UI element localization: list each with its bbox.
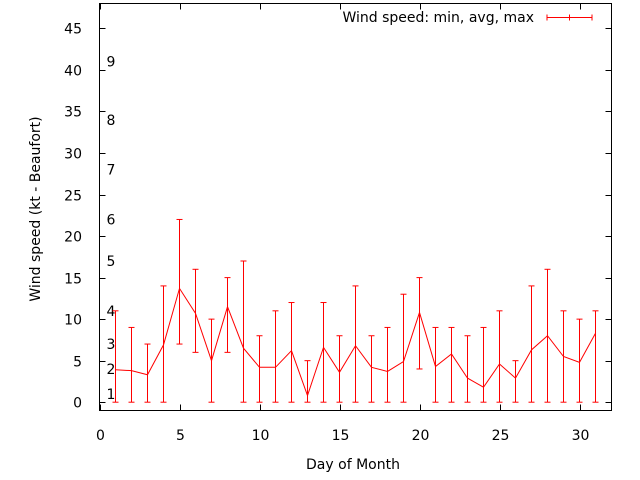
beaufort-label: 9 [107,55,116,71]
x-tick-label: 5 [176,428,185,444]
plot-frame [99,3,612,411]
legend-sample-line [546,14,593,21]
y-tick-label: 30 [64,147,82,163]
x-tick-label: 30 [572,428,590,444]
y-tick-label: 10 [64,313,82,329]
x-tick-label: 15 [332,428,350,444]
y-tick-label: 20 [64,230,82,246]
legend: Wind speed: min, avg, max [342,10,593,26]
beaufort-label: 1 [107,387,116,403]
series-wind-speed [112,218,599,403]
beaufort-label: 8 [107,113,116,129]
y-tick-label: 15 [64,272,82,288]
y-tick-label: 45 [64,22,82,38]
avg-line [115,287,596,398]
y-tick-label: 40 [64,64,82,80]
y-axis-label: Wind speed (kt - Beaufort) [28,116,44,301]
beaufort-label: 5 [107,254,116,270]
y-tick-label: 5 [73,355,82,371]
x-tick-label: 0 [96,428,105,444]
x-tick-label: 25 [492,428,510,444]
beaufort-label: 2 [107,362,116,378]
y-tick-label: 25 [64,189,82,205]
beaufort-label: 3 [107,337,116,353]
beaufort-label: 7 [107,163,116,179]
y-tick-label: 35 [64,105,82,121]
y-tick-label: 0 [73,396,82,412]
x-tick-label: 20 [412,428,430,444]
beaufort-labels: 1 2 3 4 5 6 7 8 9 [107,55,116,403]
beaufort-label: 4 [107,304,116,320]
x-tick-label: 10 [252,428,270,444]
beaufort-label: 6 [107,212,116,228]
legend-label: Wind speed: min, avg, max [342,10,534,26]
x-axis-label: Day of Month [306,457,400,473]
